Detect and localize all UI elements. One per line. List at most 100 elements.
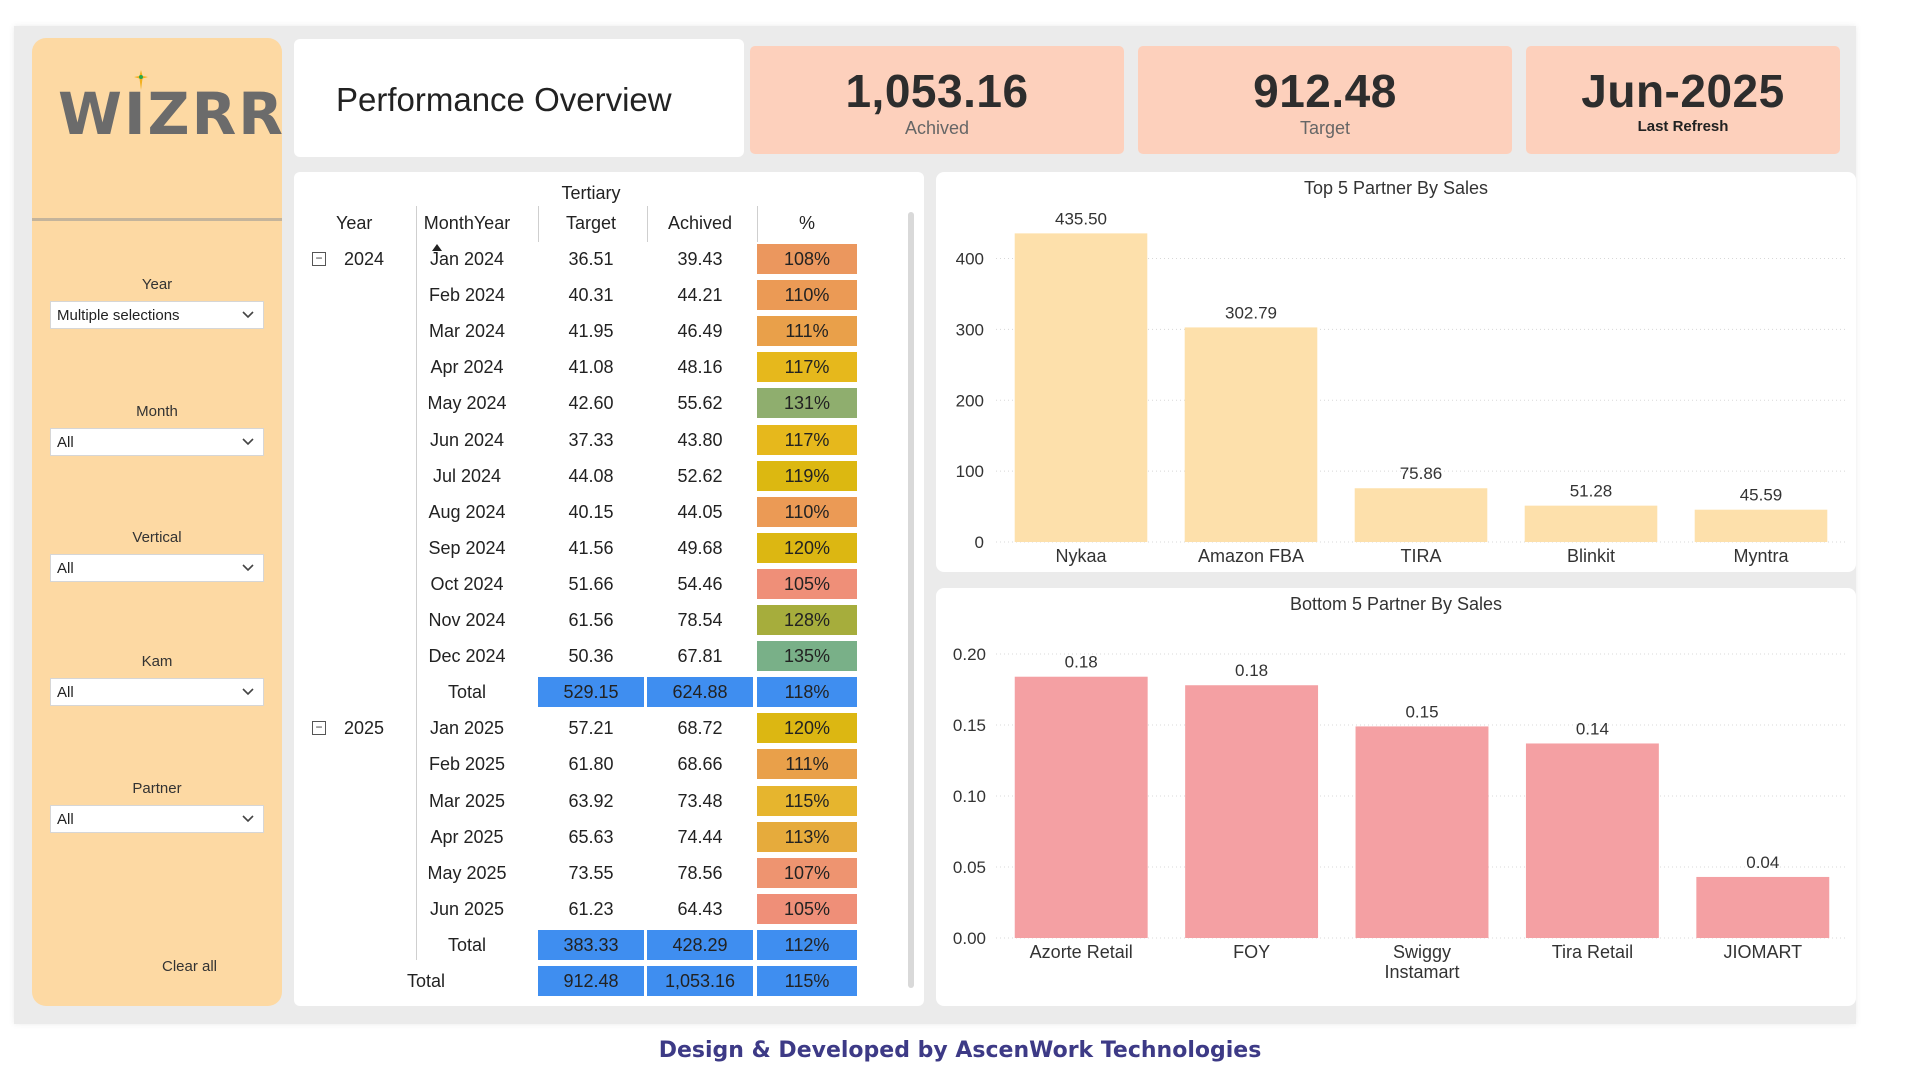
x-category-label: Nykaa [1055, 546, 1107, 566]
kpi-card-achived: 1,053.16 Achived [750, 46, 1124, 154]
achived-cell: 43.80 [677, 429, 723, 450]
col-header-monthyear[interactable]: MonthYear [423, 213, 511, 233]
target-cell: 44.08 [568, 465, 614, 486]
pct-cell: 120% [757, 713, 857, 744]
matrix-scrollbar[interactable] [908, 212, 914, 988]
y-tick-label: 0.10 [953, 787, 986, 806]
top5-chart-card: Top 5 Partner By Sales 0 100 200 300 400 435.… [936, 172, 1856, 572]
wizrr-logo: WIZRR [58, 70, 283, 150]
target-cell: 51.66 [568, 573, 614, 594]
chevron-down-icon [242, 438, 254, 446]
month-cell: Jan 2024 [429, 249, 505, 269]
chevron-down-icon [242, 311, 254, 319]
month-cell: Apr 2025 [430, 826, 504, 847]
target-cell: 61.80 [568, 754, 614, 775]
achived-cell: 55.62 [677, 393, 723, 414]
pct-cell: 115% [757, 785, 857, 816]
slicer-label-kam: Kam [141, 653, 173, 670]
x-category-label: Myntra [1733, 546, 1789, 566]
bar [1355, 726, 1489, 938]
year-dropdown[interactable]: Multiple selections [50, 301, 264, 329]
x-category-label: Instamart [1384, 962, 1459, 982]
top5-chart-title: Top 5 Partner By Sales [1303, 178, 1489, 198]
year-cell: 2024 [344, 249, 385, 269]
subtotal-target-cell: 529.15 [538, 677, 644, 708]
bar [1014, 233, 1148, 542]
bar [1696, 876, 1830, 938]
achived-cell: 46.49 [677, 321, 723, 342]
matrix-grand-total-row: Total 912.48 1,053.16 115% [302, 964, 882, 1000]
achived-cell: 49.68 [677, 537, 723, 558]
target-cell: 37.33 [568, 429, 614, 450]
partner-dropdown-value: All [57, 810, 74, 828]
data-label: 0.04 [1746, 853, 1779, 872]
pct-cell: 120% [757, 532, 857, 563]
col-header-year[interactable]: Year [336, 213, 373, 233]
month-cell: Aug 2024 [428, 501, 506, 522]
data-label: 302.79 [1225, 303, 1277, 322]
kam-dropdown[interactable]: All [50, 678, 264, 706]
col-header-target[interactable]: Target [565, 213, 617, 233]
data-label: 0.18 [1235, 661, 1268, 680]
partner-dropdown[interactable]: All [50, 805, 264, 833]
month-dropdown[interactable]: All [50, 428, 264, 456]
grand-total-label: Total [407, 971, 446, 991]
bar [1694, 509, 1828, 542]
matrix-row: Mar 2024 41.95 46.49 111% [302, 314, 882, 350]
target-cell: 42.60 [568, 393, 614, 414]
col-header-achived[interactable]: Achived [667, 213, 733, 233]
y-tick-label: 0.20 [953, 645, 986, 664]
slicer-label-partner: Partner [132, 780, 182, 797]
y-tick-label: 300 [956, 320, 984, 339]
x-category-label: FOY [1233, 942, 1270, 962]
slicer-month: Month All [50, 403, 264, 456]
achived-cell: 78.54 [677, 610, 723, 630]
month-cell: May 2024 [427, 393, 507, 414]
month-cell: Dec 2024 [428, 646, 506, 667]
month-cell: Sep 2024 [428, 537, 506, 558]
matrix-header-row: Year MonthYear Target Achived % [302, 206, 882, 251]
matrix-row: Jun 2024 37.33 43.80 117% [302, 423, 882, 459]
slicer-vertical: Vertical All [50, 529, 264, 582]
month-cell: Mar 2025 [428, 790, 506, 811]
pct-cell: 131% [757, 388, 857, 419]
achived-cell: 68.66 [677, 754, 723, 775]
kam-dropdown-value: All [57, 683, 74, 701]
target-cell: 41.56 [568, 537, 614, 558]
kpi-target-label: Target [1299, 118, 1351, 138]
x-category-label: JIOMART [1723, 942, 1802, 962]
pct-cell: 119% [757, 460, 857, 491]
logo-text: WIZRR [58, 80, 285, 148]
target-cell: 57.21 [568, 718, 614, 739]
data-label: 75.86 [1400, 464, 1443, 483]
kpi-achived-label: Achived [904, 118, 970, 138]
col-header-pct[interactable]: % [798, 213, 815, 233]
vertical-dropdown[interactable]: All [50, 554, 264, 582]
matrix-row: May 2024 42.60 55.62 131% [302, 386, 882, 422]
matrix-row: Aug 2024 40.15 44.05 110% [302, 495, 882, 531]
data-label: 0.18 [1065, 653, 1098, 672]
bar [1014, 676, 1148, 938]
y-tick-label: 0.05 [953, 858, 986, 877]
data-label: 0.14 [1576, 719, 1609, 738]
matrix-row: Apr 2024 41.08 48.16 117% [302, 350, 882, 386]
target-cell: 61.56 [568, 610, 614, 630]
y-tick-label: 0.00 [953, 929, 986, 948]
pct-cell: 117% [757, 424, 857, 455]
collapse-icon[interactable]: − [312, 252, 326, 266]
year-dropdown-value: Multiple selections [57, 306, 180, 324]
matrix-row: Mar 2025 63.92 73.48 115% [302, 784, 882, 820]
month-cell: Nov 2024 [428, 610, 506, 630]
pct-cell: 113% [757, 821, 857, 852]
grand-total-target-cell: 912.48 [538, 966, 644, 996]
footer-credit: Design & Developed by AscenWork Technolo… [658, 1038, 1262, 1063]
x-category-label: Blinkit [1567, 546, 1615, 566]
collapse-icon[interactable]: − [312, 721, 326, 736]
bar [1185, 685, 1319, 938]
bar [1184, 327, 1318, 542]
clear-all-button[interactable]: Clear all [162, 958, 218, 975]
subtotal-achived-cell: 624.88 [647, 677, 753, 708]
kpi-achived-value: 1,053.16 [845, 65, 1029, 117]
matrix-row: Feb 2024 40.31 44.21 110% [302, 278, 882, 314]
page-title: Performance Overview [336, 81, 672, 118]
